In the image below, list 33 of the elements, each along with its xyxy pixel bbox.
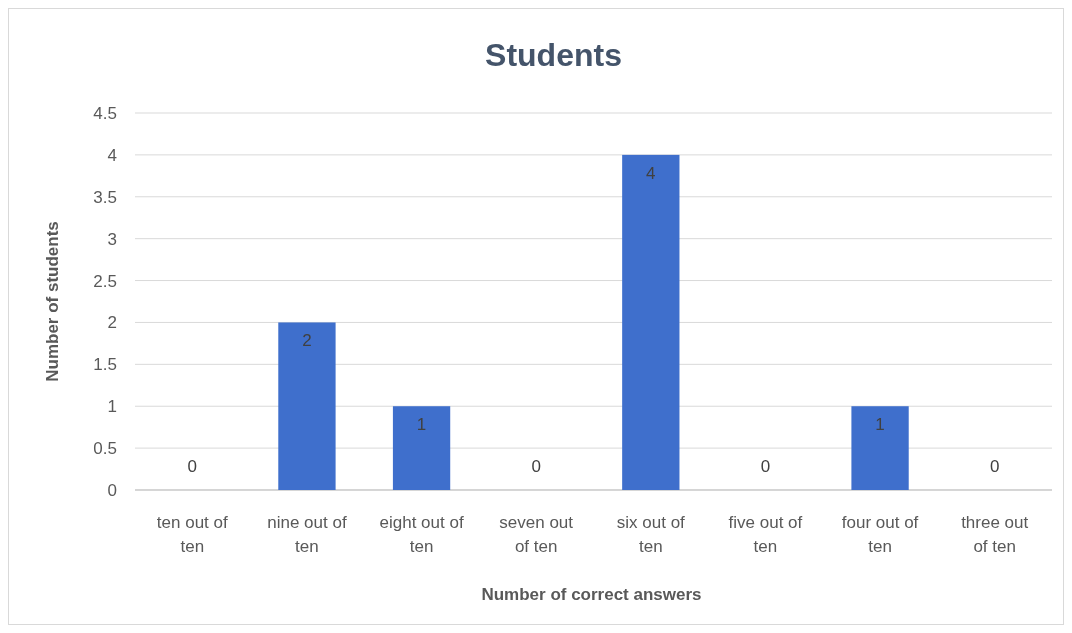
y-tick-label: 1.5 [93,355,117,375]
x-tick-label: five out of ten [728,513,803,556]
y-tick-label: 2.5 [93,271,117,291]
data-label: 0 [989,457,1000,476]
x-axis-title: Number of correct answers [481,585,702,604]
bar [278,322,336,490]
y-tick-label: 3 [107,229,117,249]
data-label: 4 [646,163,656,183]
y-tick-label: 3.5 [93,187,117,207]
y-tick-label: 2 [107,313,117,333]
y-tick-label: 1 [107,397,117,417]
bar [392,406,451,490]
data-label: 1 [875,415,885,435]
y-axis-title: Number of students [43,221,62,382]
y-tick-label: 4.5 [93,103,117,123]
bar [622,154,680,490]
data-label: 0 [531,457,541,476]
data-label: 0 [187,457,198,476]
x-tick-label: ten out of ten [156,513,229,556]
y-tick-label: 4 [107,145,117,165]
x-tick-label: four out of ten [841,513,919,556]
bar [851,406,909,490]
x-tick-label: six out of ten [616,513,686,556]
data-label: 2 [302,331,312,351]
x-tick-label: nine out of ten [267,513,347,556]
x-tick-label: seven out of ten [499,513,574,556]
data-label: 1 [416,415,427,435]
x-tick-label: three out of ten [961,513,1029,556]
y-tick-label: 0.5 [93,439,117,459]
chart-title: Students [485,37,622,73]
data-label: 0 [760,457,771,476]
x-tick-label: eight out of ten [379,513,464,556]
y-tick-label: 0 [107,480,117,500]
